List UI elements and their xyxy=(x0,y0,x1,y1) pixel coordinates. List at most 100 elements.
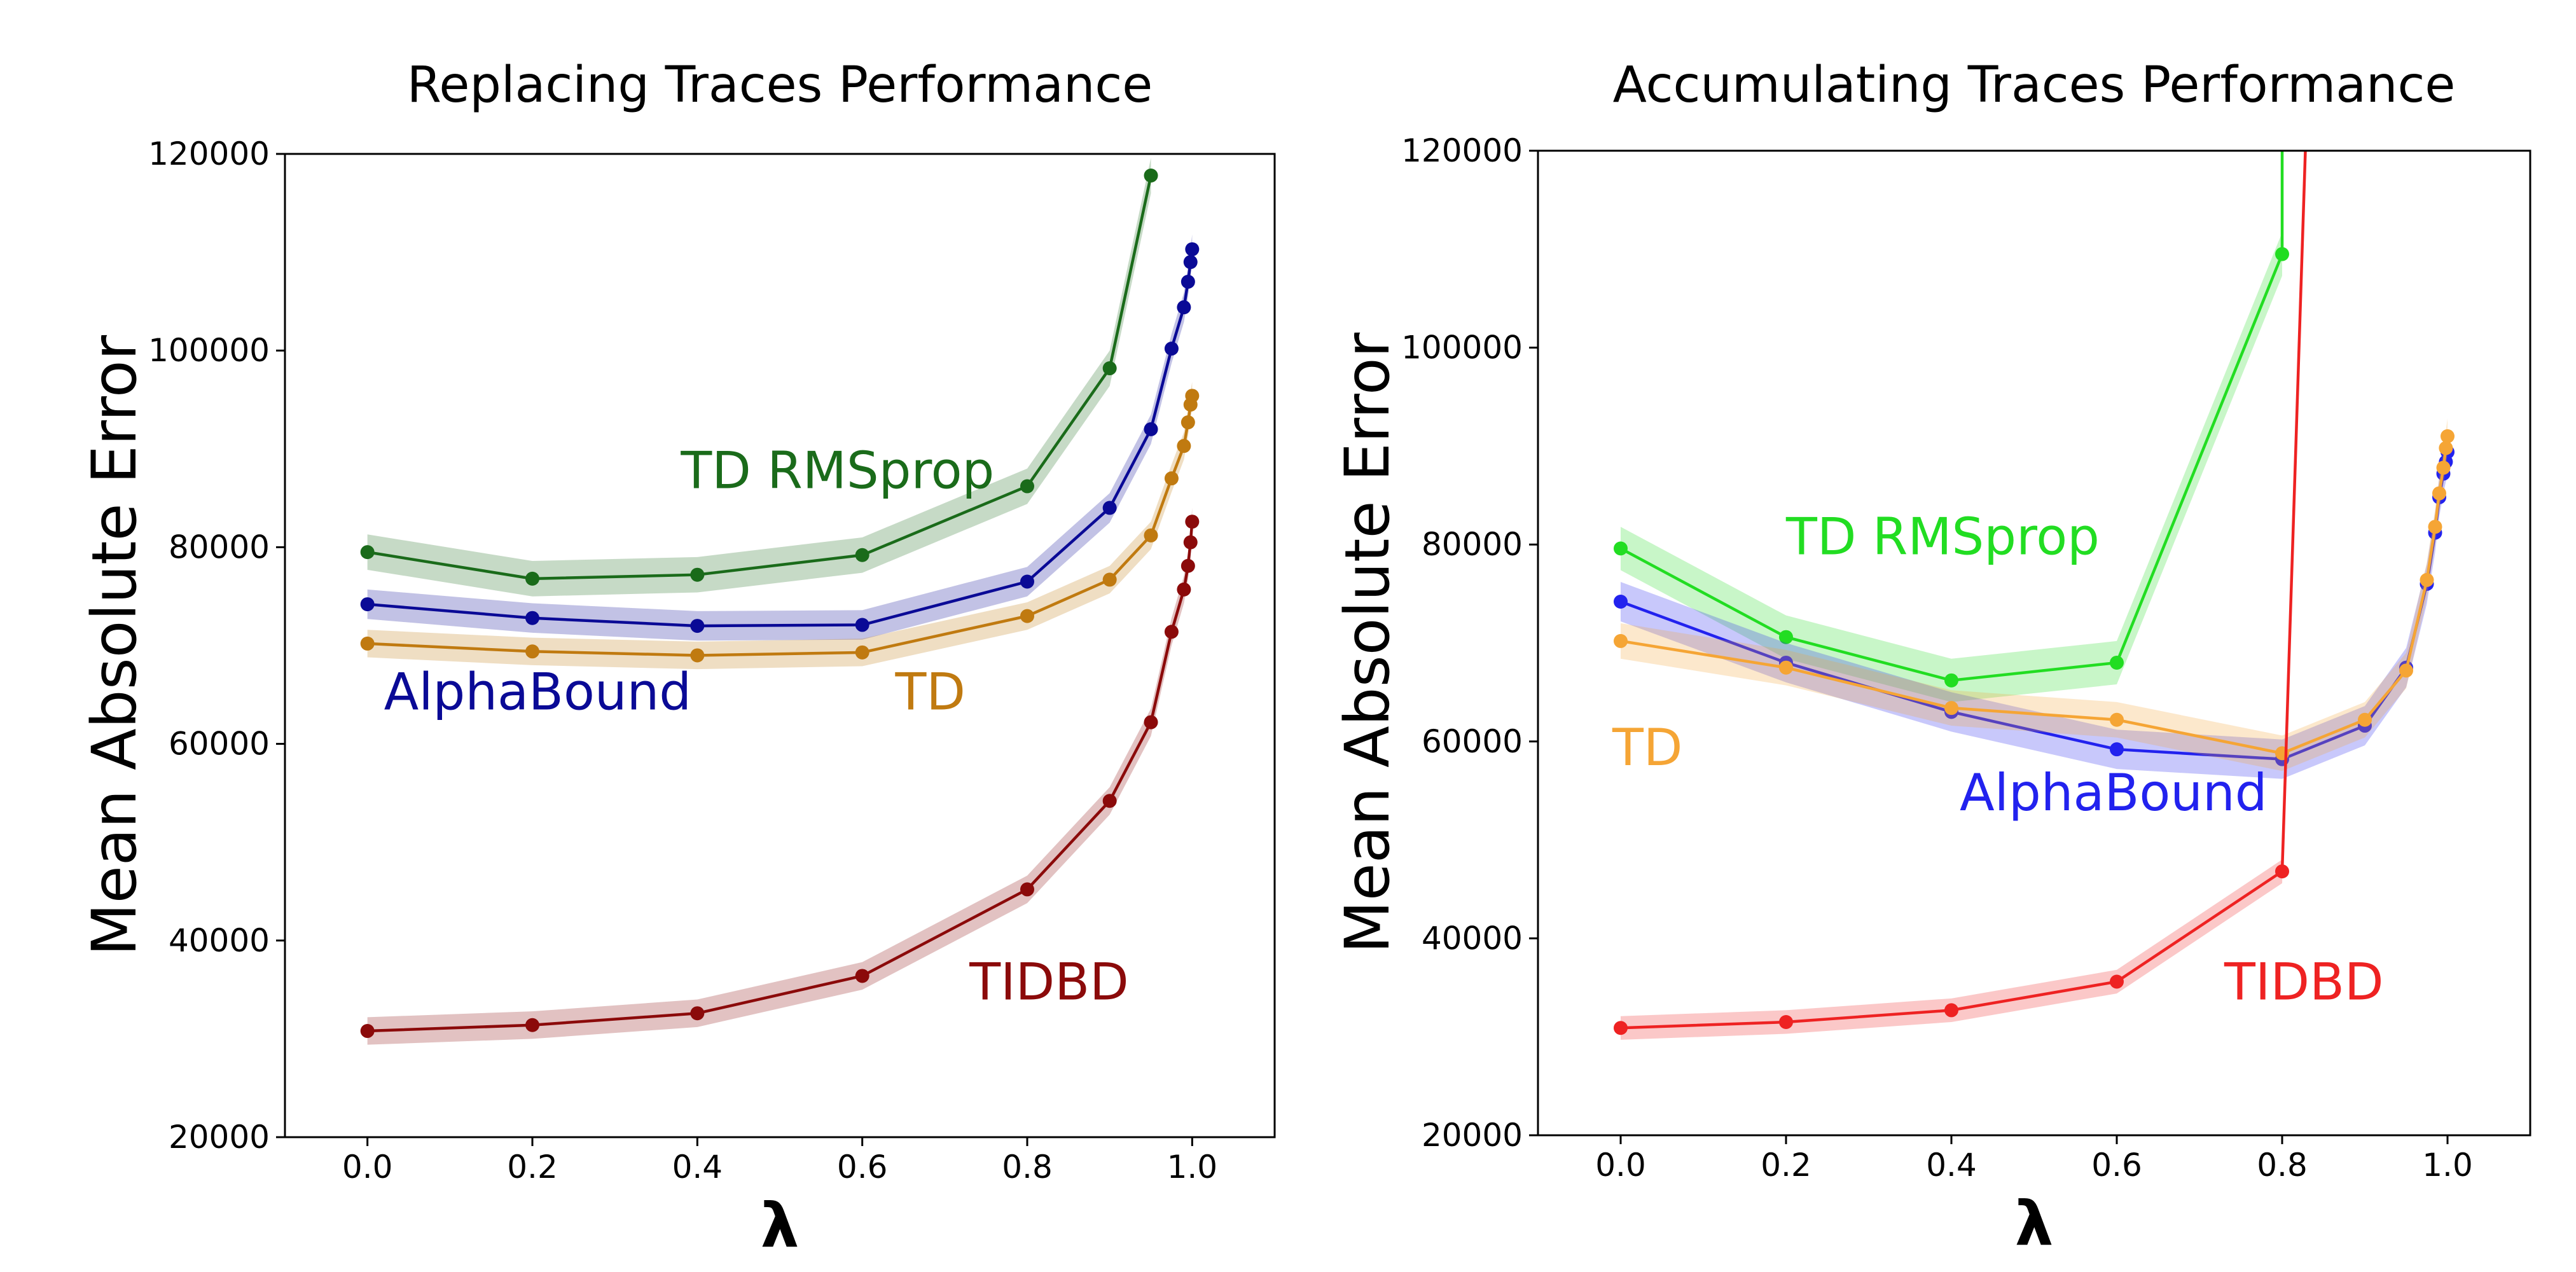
data-point xyxy=(855,969,869,983)
y-tick-label: 20000 xyxy=(1422,1117,1523,1154)
x-tick-label: 0.0 xyxy=(342,1149,393,1186)
data-point xyxy=(2275,247,2289,261)
data-point xyxy=(1102,572,1117,587)
axes-frame xyxy=(1537,149,2531,1137)
data-point xyxy=(855,645,869,660)
data-point xyxy=(1164,342,1179,356)
data-point xyxy=(690,619,705,633)
series-alphabound xyxy=(360,234,1200,641)
series-label: TD xyxy=(1612,718,1682,777)
y-tick-label: 120000 xyxy=(148,135,270,172)
x-tick-label: 0.8 xyxy=(2257,1147,2308,1184)
data-point xyxy=(525,611,539,625)
plot-area xyxy=(1614,151,2455,1040)
data-point xyxy=(1144,169,1158,183)
data-point xyxy=(1183,255,1198,270)
series-band xyxy=(1621,432,2448,779)
plot-area xyxy=(360,158,1200,1045)
replacing-traces-panel: Replacing Traces Performance Mean Absolut… xyxy=(79,57,1276,1261)
series-band xyxy=(367,158,1151,597)
y-tick-label: 80000 xyxy=(1422,526,1523,563)
data-point xyxy=(525,1018,539,1032)
y-axis-label: Mean Absolute Error xyxy=(1332,332,1403,953)
data-point xyxy=(2420,572,2434,587)
x-tick-label: 0.4 xyxy=(1926,1147,1977,1184)
y-tick-label: 60000 xyxy=(169,726,270,763)
series-label: TIDBD xyxy=(2224,952,2384,1011)
data-point xyxy=(1614,633,1628,648)
data-point xyxy=(1102,794,1117,808)
data-point xyxy=(2110,742,2124,757)
x-axis-label: λ xyxy=(2015,1188,2054,1259)
x-tick-label: 0.2 xyxy=(507,1149,558,1186)
x-tick-label: 0.8 xyxy=(1002,1149,1053,1186)
data-point xyxy=(1144,528,1158,543)
data-point xyxy=(1185,389,1200,403)
series-label: AlphaBound xyxy=(384,662,691,721)
y-tick-label: 20000 xyxy=(169,1119,270,1156)
chart-title: Replacing Traces Performance xyxy=(407,57,1153,114)
x-tick-label: 1.0 xyxy=(1167,1149,1218,1186)
data-point xyxy=(1779,660,1793,675)
data-point xyxy=(1020,574,1034,589)
data-point xyxy=(1102,361,1117,376)
data-point xyxy=(855,618,869,632)
series-tidbd xyxy=(360,508,1200,1045)
x-tick-label: 0.2 xyxy=(1761,1147,1811,1184)
data-point xyxy=(1102,501,1117,515)
data-point xyxy=(1944,673,1958,688)
axes-frame xyxy=(284,153,1276,1138)
data-point xyxy=(2110,655,2124,670)
series-label: TD RMSprop xyxy=(1785,508,2100,567)
data-point xyxy=(1177,300,1191,315)
data-point xyxy=(525,644,539,659)
data-point xyxy=(1177,439,1191,453)
data-point xyxy=(1944,1003,1958,1018)
data-point xyxy=(2399,663,2413,678)
data-point xyxy=(1181,274,1195,289)
series-label: TIDBD xyxy=(969,953,1129,1012)
data-point xyxy=(1164,625,1179,639)
x-tick-label: 0.0 xyxy=(1595,1147,1646,1184)
data-point xyxy=(360,597,375,612)
series-band xyxy=(1621,151,2282,702)
series-td-rmsprop xyxy=(360,158,1158,597)
data-point xyxy=(1614,1021,1628,1035)
data-point xyxy=(2275,864,2289,879)
series-td-rmsprop xyxy=(1614,151,2289,702)
data-point xyxy=(690,1006,705,1021)
series-tidbd xyxy=(1614,151,2307,1040)
y-axis-label: Mean Absolute Error xyxy=(79,335,150,956)
data-point xyxy=(2432,486,2446,501)
y-tick-label: 100000 xyxy=(148,332,270,369)
y-tick-label: 100000 xyxy=(1401,329,1523,366)
data-point xyxy=(525,571,539,586)
data-point xyxy=(2439,441,2453,455)
series-line xyxy=(1619,151,2284,682)
series-line xyxy=(367,175,1153,581)
series-band xyxy=(367,234,1193,641)
series-td xyxy=(360,382,1200,670)
data-point xyxy=(1185,515,1200,529)
series-label: TD RMSprop xyxy=(680,441,994,501)
series-line xyxy=(1620,151,2307,1030)
data-point xyxy=(360,545,375,560)
series-td xyxy=(1614,418,2455,771)
data-point xyxy=(1020,609,1034,623)
data-point xyxy=(360,1024,375,1039)
series-label: AlphaBound xyxy=(1960,763,2267,822)
data-point xyxy=(690,648,705,663)
x-tick-label: 0.4 xyxy=(672,1149,723,1186)
data-point xyxy=(690,567,705,582)
data-point xyxy=(2110,974,2124,989)
data-point xyxy=(2436,460,2451,475)
data-point xyxy=(1020,479,1034,494)
y-tick-label: 60000 xyxy=(1422,723,1523,760)
data-point xyxy=(1177,582,1191,597)
data-point xyxy=(2358,712,2372,727)
data-point xyxy=(1944,701,1958,716)
data-point xyxy=(1183,535,1198,550)
data-point xyxy=(1779,1014,1793,1029)
data-point xyxy=(1144,715,1158,729)
